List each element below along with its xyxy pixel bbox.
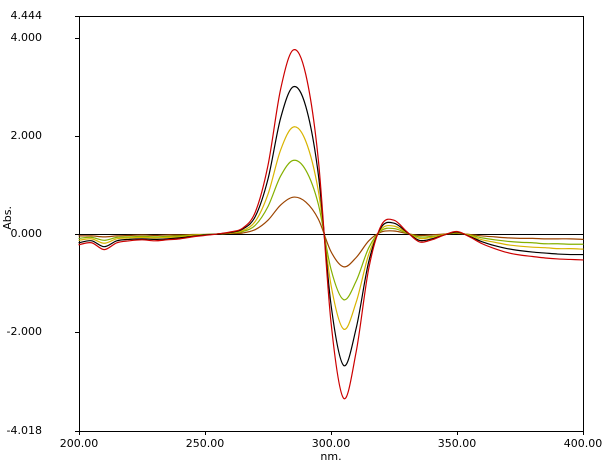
series-curve-scan-4-green xyxy=(78,159,584,301)
series-curve-scan-1-red xyxy=(78,49,584,400)
x-axis-title: nm. xyxy=(320,450,342,463)
x-tick-label: 300.00 xyxy=(311,437,351,450)
y-tick-label: 0.000 xyxy=(10,226,43,240)
series-curve-scan-5-dark-red xyxy=(78,196,584,268)
x-tick-label: 250.00 xyxy=(185,437,225,450)
plot-border xyxy=(79,16,584,432)
y-tick-label: -2.000 xyxy=(6,325,42,339)
x-tick-label: 200.00 xyxy=(59,437,99,450)
y-tick-label: 4.444 xyxy=(10,9,43,22)
series-curve-scan-3-yellow xyxy=(78,126,584,330)
y-tick-label: -4.018 xyxy=(6,424,42,437)
y-tick-label: 2.000 xyxy=(10,128,43,142)
series-curve-scan-2-black xyxy=(78,85,584,367)
x-tick-label: 350.00 xyxy=(437,437,477,450)
y-tick-label: 4.000 xyxy=(10,30,43,44)
x-tick-label: 400.00 xyxy=(563,437,603,450)
